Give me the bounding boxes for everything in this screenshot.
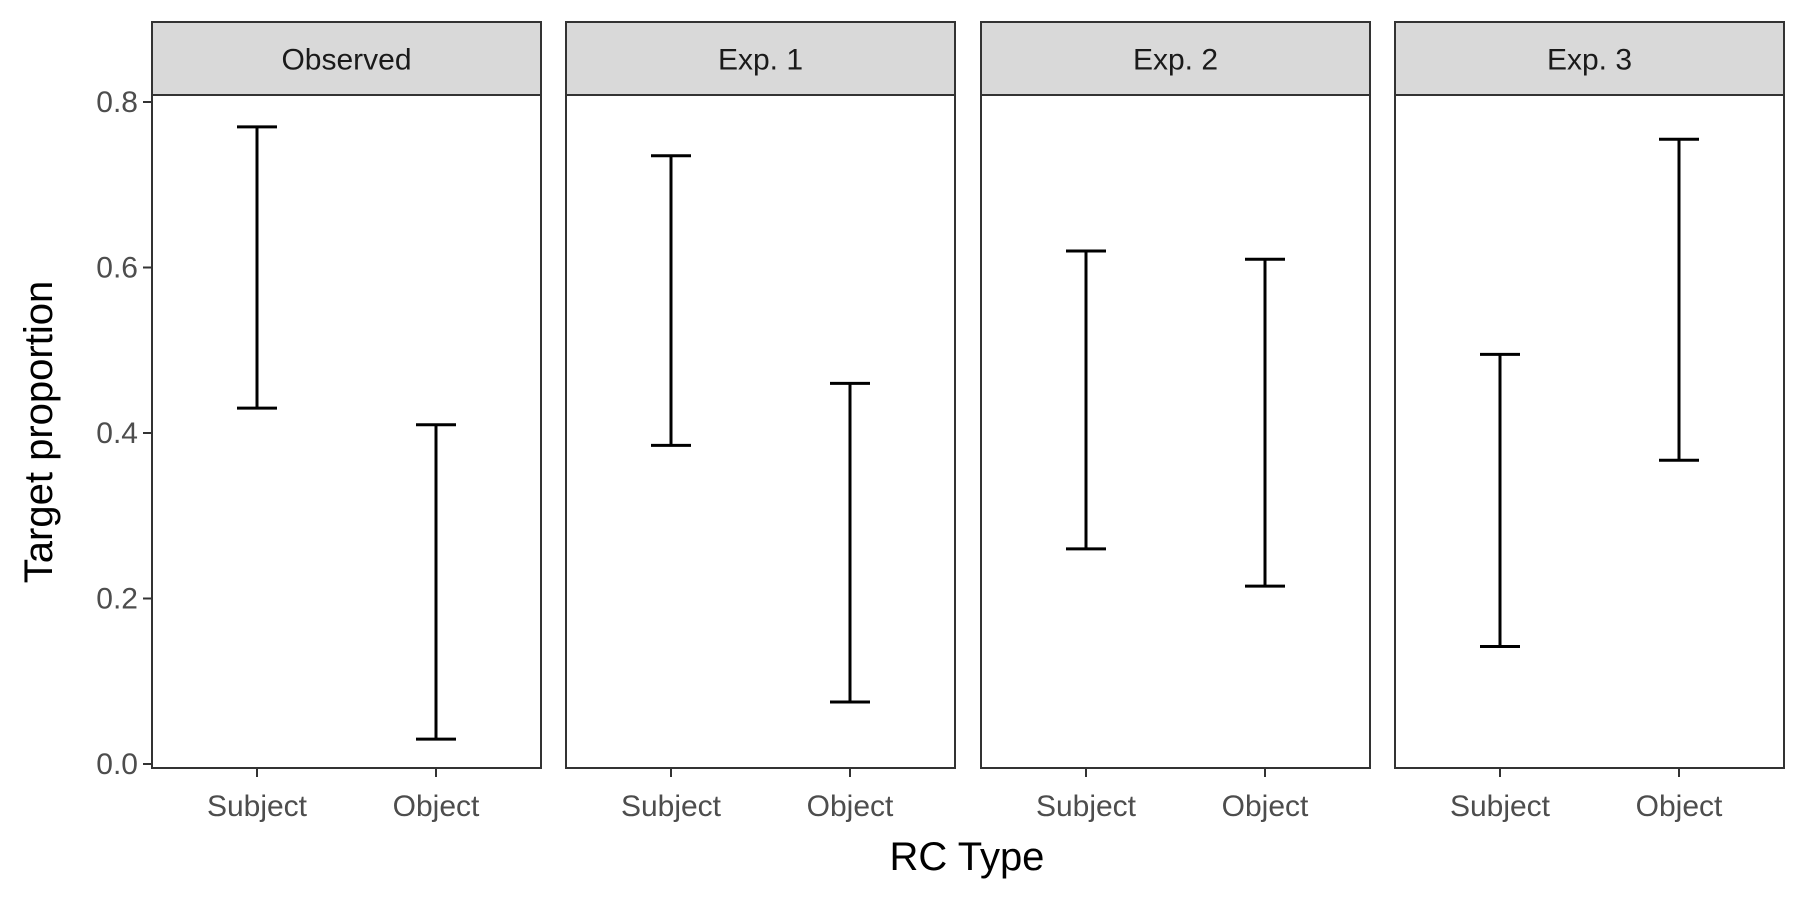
x-tick-label-object: Object xyxy=(393,790,480,823)
x-tick-label-subject: Subject xyxy=(1036,790,1137,823)
error-bar-object xyxy=(1659,137,1699,462)
x-tick-label-subject: Subject xyxy=(207,790,308,823)
facet-strip xyxy=(1394,21,1785,96)
error-bar-object xyxy=(1245,257,1285,588)
facet-strip xyxy=(151,21,542,96)
y-tick-label: 0.2 xyxy=(96,583,138,616)
x-tick-label-subject: Subject xyxy=(1450,790,1551,823)
error-bar-subject xyxy=(651,154,691,447)
facet-panel-3: Exp. 2 Subject Object xyxy=(980,21,1371,823)
facet-strip-label: Observed xyxy=(281,44,411,77)
x-axis-title: RC Type xyxy=(890,835,1045,879)
facet-strip-label: Exp. 3 xyxy=(1547,44,1632,77)
x-tick-label-object: Object xyxy=(1636,790,1723,823)
panel-border xyxy=(1394,94,1785,769)
y-tick-label: 0.6 xyxy=(96,252,138,285)
panel-border xyxy=(151,94,542,769)
facet-strip-label: Exp. 2 xyxy=(1133,44,1218,77)
x-tick-label-object: Object xyxy=(807,790,894,823)
x-tick-label-object: Object xyxy=(1222,790,1309,823)
facet-panel-4: Exp. 3 Subject Object xyxy=(1394,21,1785,823)
error-bar-object xyxy=(830,381,870,704)
error-bar-subject xyxy=(1066,249,1106,551)
y-axis: 0.0 0.2 0.4 0.6 0.8 xyxy=(96,86,152,781)
y-axis-title: Target proportion xyxy=(17,281,61,583)
y-tick-label: 0.8 xyxy=(96,86,138,119)
facet-panel-2: Exp. 1 Subject Object xyxy=(565,21,956,823)
panels-layer: Observed Subject Object Exp. 1 Subject Object… xyxy=(151,21,1785,823)
panel-border xyxy=(565,94,956,769)
error-bar-subject xyxy=(237,125,277,410)
panel-border xyxy=(980,94,1371,769)
x-tick-label-subject: Subject xyxy=(621,790,722,823)
error-bar-subject xyxy=(1480,352,1520,648)
facet-panel-1: Observed Subject Object xyxy=(151,21,542,823)
error-bar-object xyxy=(416,423,456,741)
y-tick-label: 0.0 xyxy=(96,748,138,781)
facet-strip-label: Exp. 1 xyxy=(718,44,803,77)
y-tick-label: 0.4 xyxy=(96,417,138,450)
